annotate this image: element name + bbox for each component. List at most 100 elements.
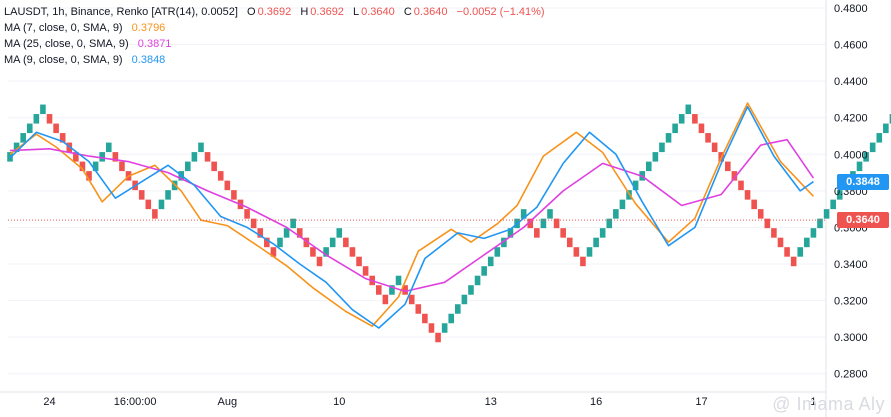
brick-up bbox=[817, 218, 823, 229]
x-tick-label: 16:00:00 bbox=[114, 396, 157, 408]
brick-down bbox=[250, 218, 257, 229]
brick-up bbox=[804, 237, 810, 248]
brick-down bbox=[46, 114, 53, 124]
brick-up bbox=[606, 218, 613, 229]
indicator-label: MA (9, close, 0, SMA, 9) bbox=[4, 54, 123, 66]
brick-down bbox=[415, 304, 422, 314]
brick-down bbox=[138, 190, 145, 200]
brick-up bbox=[619, 199, 626, 210]
brick-down bbox=[343, 237, 349, 248]
brick-down bbox=[692, 114, 698, 124]
brick-down bbox=[738, 180, 744, 191]
brick-down bbox=[264, 237, 270, 248]
change-value: −0.0052 (−1.41%) bbox=[456, 6, 545, 18]
brick-up bbox=[455, 304, 461, 314]
brick-down bbox=[145, 199, 152, 210]
brick-up bbox=[283, 228, 290, 238]
indicator-value: 0.3871 bbox=[137, 38, 172, 50]
close-key: C bbox=[403, 6, 412, 18]
indicator-row[interactable]: MA (7, close, 0, SMA, 9) 0.3796 bbox=[4, 20, 545, 36]
high-value: 0.3692 bbox=[310, 6, 344, 18]
brick-up bbox=[468, 285, 474, 295]
header-row: LAUSDT, 1h, Binance, Renko [ATR(14), 0.0… bbox=[4, 4, 545, 20]
x-tick-label: 24 bbox=[43, 396, 55, 408]
brick-up bbox=[586, 247, 593, 257]
x-tick-label: 1 bbox=[810, 396, 816, 408]
brick-down bbox=[211, 161, 217, 172]
brick-down bbox=[349, 247, 356, 257]
y-tick-label: 0.3400 bbox=[834, 259, 868, 271]
brick-up bbox=[33, 114, 40, 124]
brick-down bbox=[270, 247, 277, 257]
brick-down bbox=[73, 152, 79, 162]
brick-up bbox=[645, 161, 652, 172]
brick-down bbox=[303, 237, 310, 248]
brick-down bbox=[534, 228, 540, 238]
symbol-label: LAUSDT, 1h, Binance, Renko [ATR(14), 0.0… bbox=[4, 6, 238, 18]
brick-down bbox=[231, 190, 237, 200]
brick-down bbox=[764, 218, 771, 229]
brick-up bbox=[593, 237, 599, 248]
brick-down bbox=[362, 266, 369, 276]
indicator-value: 0.3848 bbox=[131, 54, 166, 66]
brick-down bbox=[53, 123, 59, 134]
brick-down bbox=[711, 142, 718, 153]
open-key: O bbox=[247, 6, 256, 18]
watermark-text: @ Imama Aly bbox=[772, 394, 885, 414]
brick-up bbox=[40, 104, 46, 115]
brick-up bbox=[810, 228, 817, 238]
brick-down bbox=[296, 228, 303, 238]
brick-up bbox=[507, 228, 514, 238]
brick-up bbox=[198, 142, 204, 153]
brick-up bbox=[823, 209, 830, 219]
brick-up bbox=[185, 161, 191, 172]
brick-up bbox=[685, 104, 692, 115]
brick-up bbox=[547, 209, 553, 219]
brick-down bbox=[79, 161, 86, 172]
brick-down bbox=[771, 228, 777, 238]
y-tick-label: 0.3000 bbox=[834, 332, 868, 344]
brick-up bbox=[441, 323, 448, 333]
brick-down bbox=[698, 123, 705, 134]
brick-down bbox=[119, 161, 125, 172]
low-value: 0.3640 bbox=[361, 6, 395, 18]
brick-down bbox=[725, 161, 731, 172]
brick-down bbox=[217, 171, 224, 181]
brick-up bbox=[389, 285, 395, 295]
brick-down bbox=[152, 209, 158, 219]
brick-up bbox=[876, 133, 883, 143]
indicator-row[interactable]: MA (9, close, 0, SMA, 9) 0.3848 bbox=[4, 52, 545, 68]
brick-down bbox=[86, 171, 92, 181]
brick-down bbox=[356, 256, 362, 267]
brick-down bbox=[428, 323, 435, 333]
brick-up bbox=[836, 190, 843, 200]
y-tick-label: 0.4400 bbox=[834, 76, 868, 88]
brick-up bbox=[659, 142, 665, 153]
brick-up bbox=[869, 142, 876, 153]
brick-up bbox=[290, 218, 296, 229]
brick-down bbox=[580, 256, 586, 267]
brick-up bbox=[20, 133, 26, 143]
brick-up bbox=[599, 228, 606, 238]
brick-up bbox=[632, 180, 639, 191]
y-tick-label: 0.4200 bbox=[834, 113, 868, 125]
brick-down bbox=[435, 332, 441, 343]
brick-up bbox=[448, 313, 455, 324]
brick-up bbox=[99, 152, 105, 162]
ma-series-line bbox=[9, 105, 814, 329]
brick-down bbox=[731, 171, 738, 181]
low-key: L bbox=[353, 6, 360, 18]
brick-up bbox=[856, 161, 863, 172]
brick-up bbox=[520, 209, 527, 219]
brick-down bbox=[527, 218, 534, 229]
indicator-row[interactable]: MA (25, close, 0, SMA, 9) 0.3871 bbox=[4, 36, 545, 52]
brick-up bbox=[830, 199, 836, 210]
x-tick-label: 10 bbox=[333, 396, 345, 408]
brick-up bbox=[461, 294, 468, 305]
brick-up bbox=[105, 142, 112, 153]
brick-up bbox=[863, 152, 869, 162]
brick-up bbox=[797, 247, 804, 257]
indicator-label: MA (25, close, 0, SMA, 9) bbox=[4, 38, 129, 50]
brick-down bbox=[777, 237, 784, 248]
